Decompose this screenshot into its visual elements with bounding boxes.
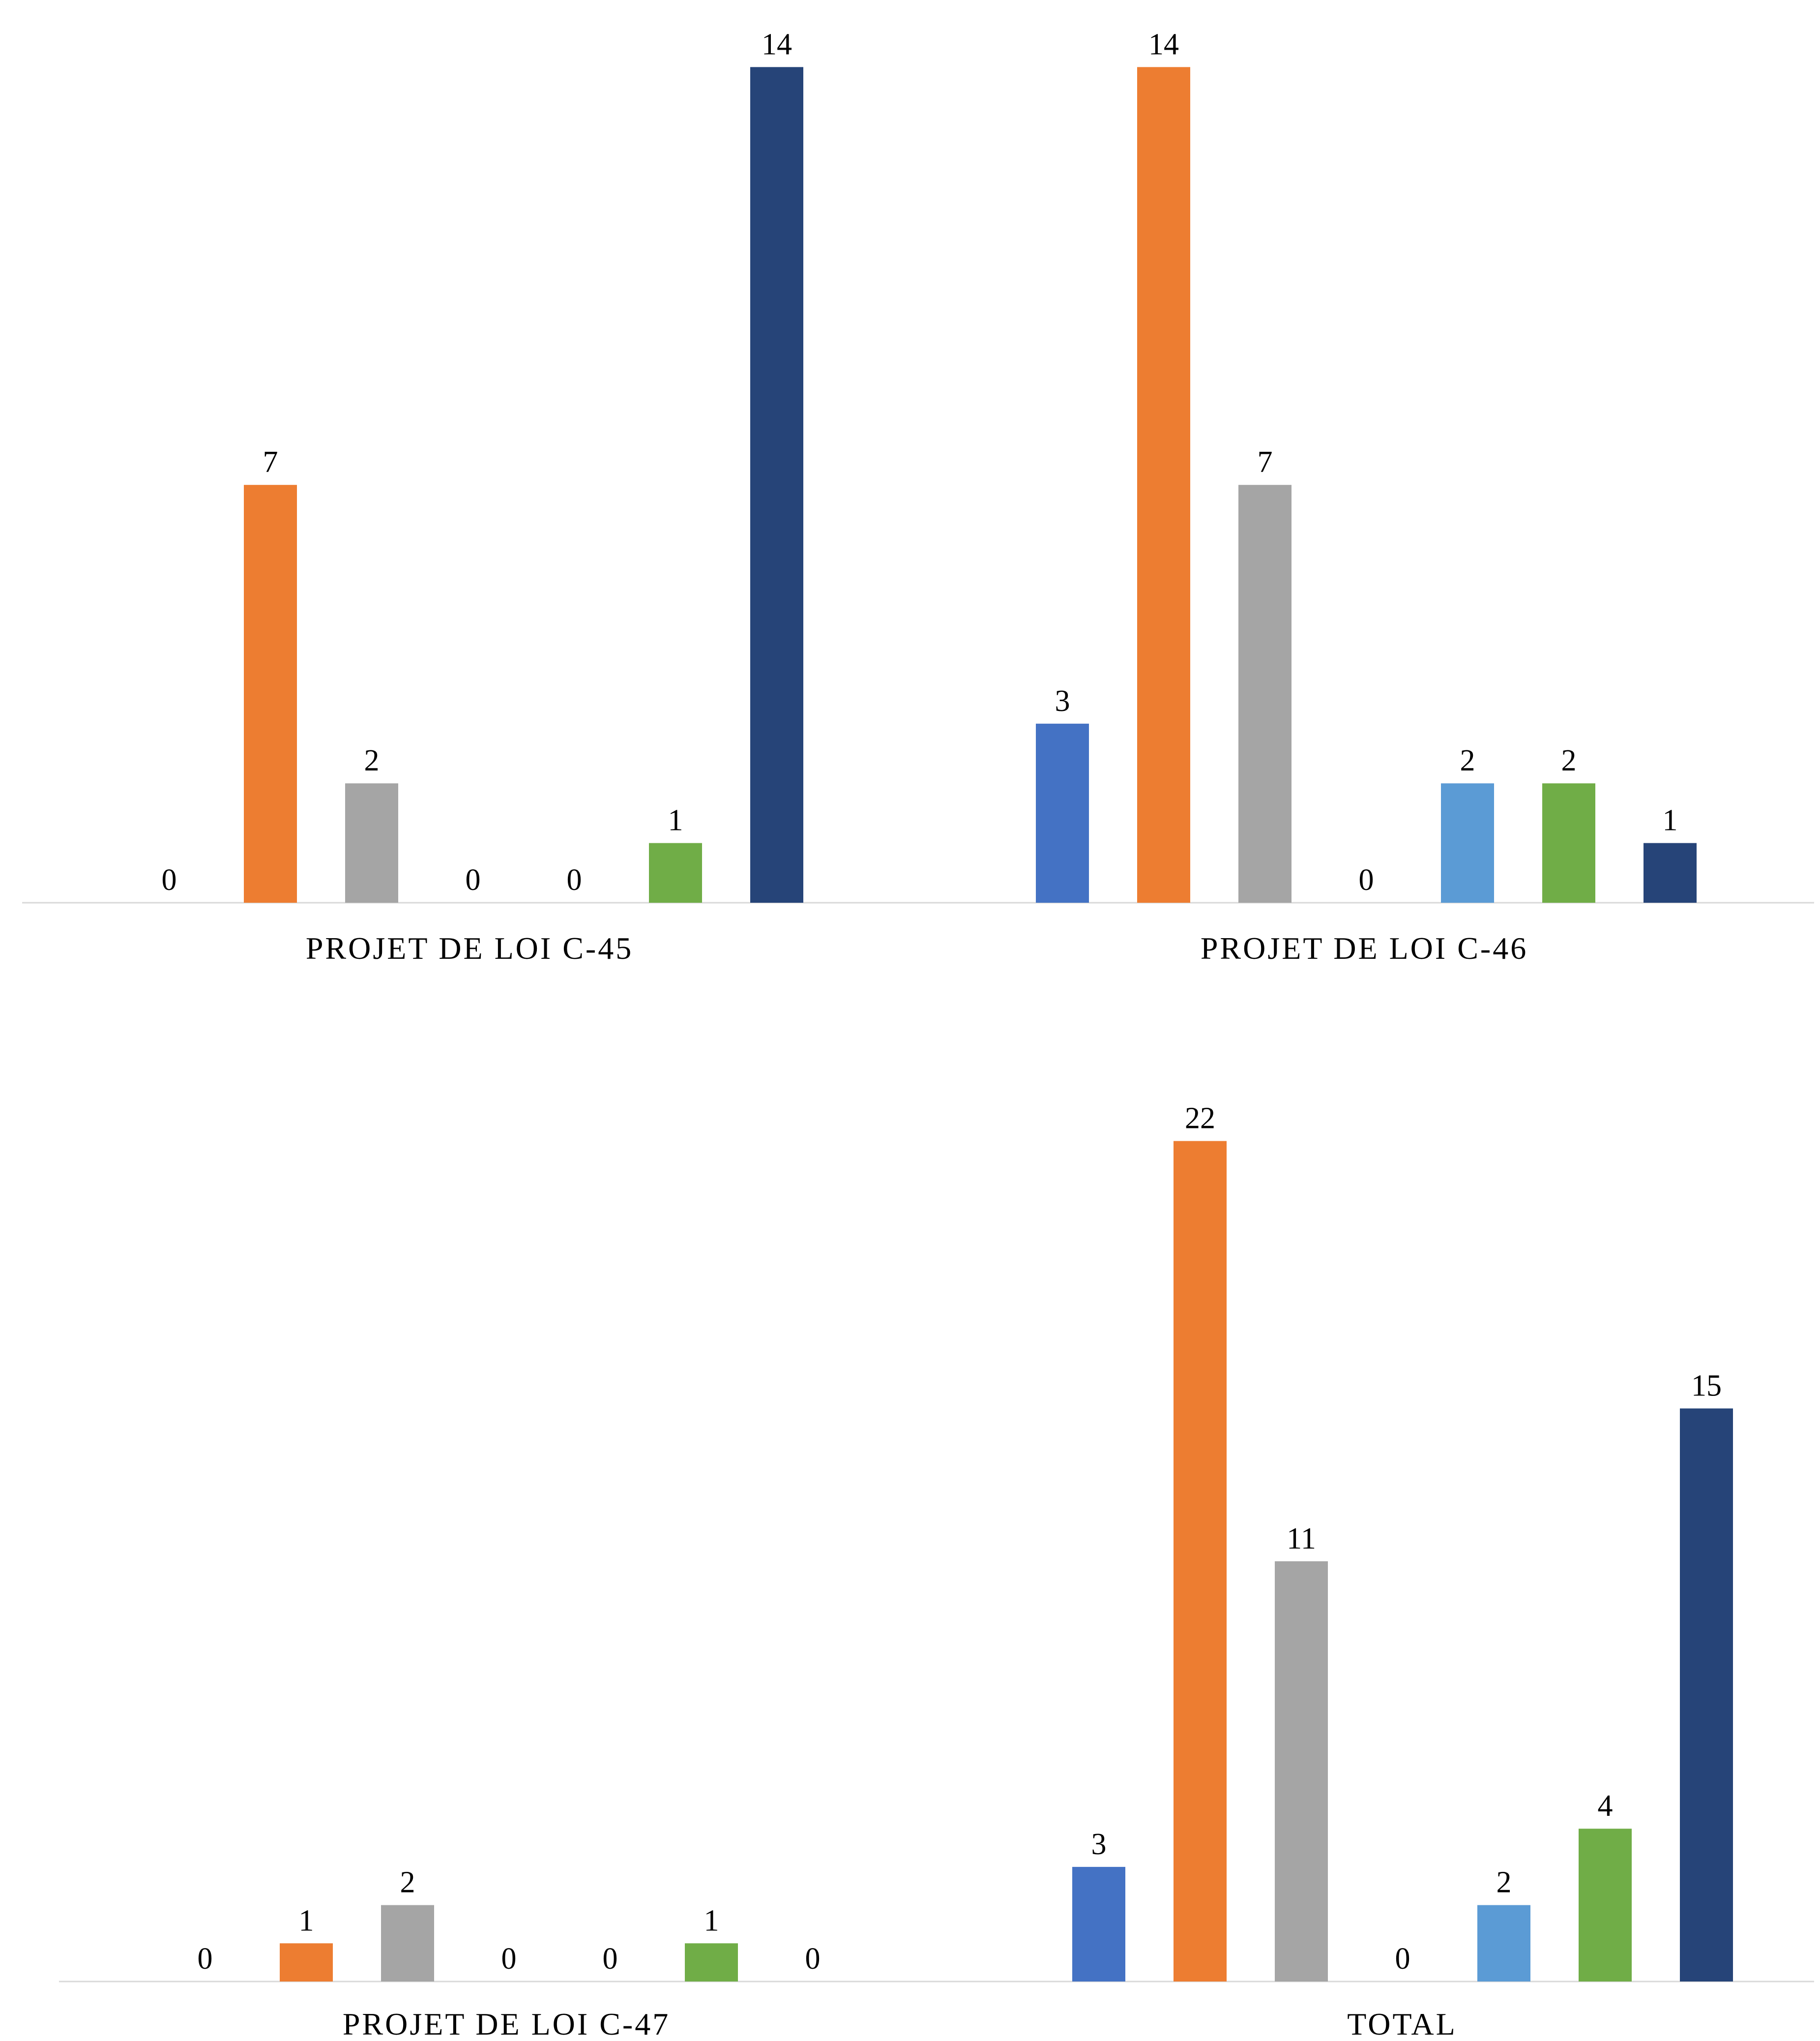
- category-label: TOTAL: [1347, 2007, 1457, 2041]
- bar: [649, 843, 702, 903]
- bar: [1036, 723, 1089, 903]
- category-label: PROJET DE LOI C-45: [306, 931, 633, 966]
- data-label: 1: [299, 1904, 314, 1937]
- chart-group-0: 0 7 2 0 0 1 14 PROJET DE LOI C-45: [22, 28, 912, 966]
- data-label: 7: [1258, 445, 1273, 479]
- data-label: 1: [668, 804, 683, 837]
- bar: [1542, 783, 1595, 903]
- bar: [1137, 67, 1190, 903]
- data-label: 2: [1497, 1866, 1512, 1899]
- data-label: 14: [1148, 28, 1179, 61]
- bar: [1072, 1866, 1125, 1982]
- data-label: 1: [1663, 804, 1678, 837]
- data-label: 15: [1691, 1369, 1722, 1403]
- bar: [244, 485, 297, 903]
- bar: [1174, 1141, 1227, 1982]
- bar: [1238, 485, 1292, 903]
- bar: [685, 1943, 738, 1982]
- chart-group-3: 3 22 11 0 2 4 15 TOTAL: [949, 1102, 1814, 2041]
- category-label: PROJET DE LOI C-46: [1201, 931, 1528, 966]
- bar: [1579, 1829, 1632, 1982]
- data-label: 3: [1091, 1828, 1107, 1861]
- data-label: 22: [1185, 1102, 1215, 1135]
- data-label: 0: [198, 1942, 213, 1976]
- bar: [1680, 1408, 1733, 1982]
- data-label: 2: [1460, 744, 1475, 777]
- bar: [1644, 843, 1697, 903]
- data-label: 4: [1598, 1789, 1613, 1823]
- data-label: 11: [1287, 1522, 1316, 1555]
- chart-group-1: 3 14 7 0 2 2 1 PROJET DE LOI C-46: [912, 28, 1814, 966]
- data-label: 1: [704, 1904, 719, 1937]
- data-label: 2: [1561, 744, 1577, 777]
- data-label: 2: [400, 1866, 415, 1899]
- data-label: 3: [1055, 684, 1070, 718]
- data-label: 7: [263, 445, 278, 479]
- bar: [280, 1943, 333, 1982]
- data-label: 0: [805, 1942, 821, 1976]
- data-label: 0: [567, 863, 582, 897]
- bar: [1441, 783, 1494, 903]
- bar: [1477, 1905, 1530, 1982]
- bar: [750, 67, 803, 903]
- data-label: 0: [1395, 1942, 1410, 1976]
- data-label: 2: [364, 744, 380, 777]
- category-label: PROJET DE LOI C-47: [343, 2007, 670, 2041]
- data-label: 0: [1359, 863, 1374, 897]
- data-label: 0: [603, 1942, 618, 1976]
- data-label: 0: [501, 1942, 517, 1976]
- data-label: 0: [466, 863, 481, 897]
- bar: [381, 1905, 434, 1982]
- bar: [1275, 1561, 1328, 1982]
- data-label: 14: [762, 28, 792, 61]
- chart-group-2: 0 1 2 0 0 1 0 PROJET DE LOI C-47: [59, 1866, 949, 2041]
- data-label: 0: [162, 863, 177, 897]
- bar: [345, 783, 398, 903]
